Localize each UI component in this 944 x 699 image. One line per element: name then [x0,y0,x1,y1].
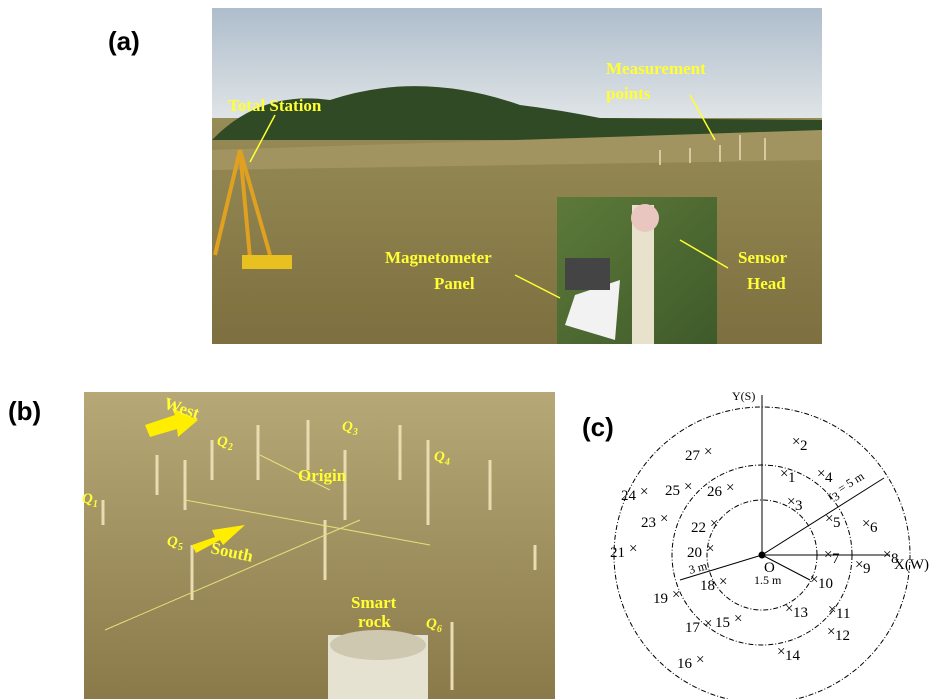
point-label: 16 [677,656,693,672]
point-label: 11 [836,606,850,622]
point-label: 2 [800,438,808,454]
figure: (a) Total Station Measurement points Mag… [0,0,944,699]
point-label: 1 [788,470,796,486]
point-marker: × [710,516,718,532]
q-sub: 6 [437,624,442,635]
q-letter: Q [217,434,228,450]
point-label: 3 [795,498,803,514]
q-sub: 4 [444,457,450,468]
q-letter: Q [342,419,353,435]
point-label: 19 [653,591,668,607]
point-marker: × [704,444,712,460]
photo-b [84,392,555,699]
annotation: points [606,84,651,103]
point-label: 17 [685,620,701,636]
point-marker: × [660,511,668,527]
point-marker: × [719,574,727,590]
point-label: 20 [687,545,702,561]
point-label: 6 [870,520,878,536]
point-marker: × [684,479,692,495]
origin-dot [759,552,766,559]
point-marker: × [726,480,734,496]
annotation: Smart [351,593,397,612]
point-label: 15 [715,615,730,631]
diagram-c [614,395,910,699]
point-label: 25 [665,483,680,499]
point-marker: × [704,616,712,632]
point-label: 22 [691,520,706,536]
axis-label: X(W) [894,557,929,573]
point-label: 21 [610,545,625,561]
points: ×1×2×3×4×5×6×7×8×9×10×11×12×13×14×15×16×… [610,434,899,672]
point-label: 27 [685,448,701,464]
axis-label: Y(S) [732,389,755,403]
q-letter: Q [167,534,178,550]
annotation: Head [747,274,786,293]
point-marker: × [696,652,704,668]
point-label: 18 [700,578,715,594]
annotation: Origin [298,466,347,485]
point-marker: × [629,541,637,557]
point-label: 26 [707,484,723,500]
point-marker: × [640,484,648,500]
annotation: rock [358,612,391,631]
point-label: 9 [863,561,871,577]
point-label: 23 [641,515,656,531]
point-label: 5 [833,515,841,531]
annotation: Panel [434,274,475,293]
point-marker: × [672,587,680,603]
panel-label: (a) [108,26,140,56]
point-label: 8 [891,551,899,567]
point-marker: × [734,611,742,627]
point-label: 10 [818,576,833,592]
q-letter: Q [82,491,93,507]
panel-label: (b) [8,396,41,426]
radius-label: 1.5 m [754,573,782,587]
annotation: Total Station [228,96,322,115]
point-label: 4 [825,470,833,486]
panel-label: (c) [582,412,614,442]
q-sub: 1 [93,499,98,510]
radius-rest: = 5 m [833,469,867,498]
point-label: 12 [835,628,850,644]
q-sub: 2 [227,442,233,453]
q-sub: 3 [352,427,358,438]
q-letter: Q [426,616,437,632]
point-marker: × [706,541,714,557]
q-sub: 5 [178,542,183,553]
q-letter: Q [434,449,445,465]
annotation: Magnetometer [385,248,492,267]
annotation: Measurement [606,59,706,78]
point-label: 7 [832,551,840,567]
point-label: 13 [793,605,808,621]
point-label: 24 [621,488,637,504]
radius-label: 3 m [687,558,709,576]
annotation: Sensor [738,248,788,267]
point-label: 14 [785,648,801,664]
photo-a [212,8,822,344]
